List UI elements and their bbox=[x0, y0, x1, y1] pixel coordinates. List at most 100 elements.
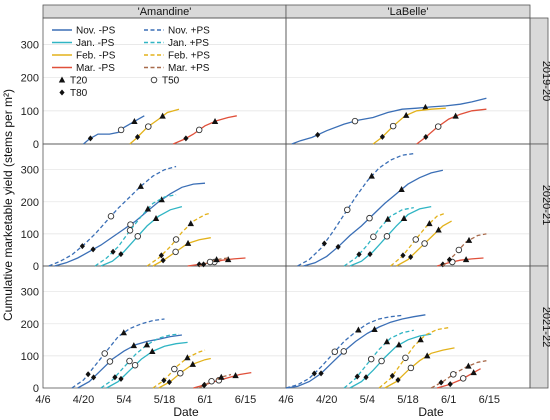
x-axis-title: Date bbox=[418, 405, 444, 419]
marker-t50 bbox=[378, 357, 385, 365]
legend-label: Feb. +PS bbox=[168, 51, 210, 62]
x-tick-label: 6/1 bbox=[441, 394, 456, 406]
marker-t50 bbox=[208, 378, 215, 385]
series-line bbox=[285, 314, 426, 389]
marker-t50 bbox=[134, 233, 141, 240]
marker-t50 bbox=[171, 365, 178, 373]
series-line bbox=[349, 333, 432, 389]
marker-t80 bbox=[201, 382, 207, 389]
marker-t50 bbox=[177, 369, 184, 377]
marker-t20 bbox=[368, 172, 375, 179]
series-line bbox=[297, 152, 414, 267]
marker-t20 bbox=[149, 348, 156, 355]
marker-t20 bbox=[232, 372, 239, 379]
series-line bbox=[129, 108, 180, 145]
marker-t50 bbox=[101, 350, 108, 357]
x-tick-label: 6/1 bbox=[197, 394, 212, 406]
row-strip-label: 2019-20 bbox=[540, 61, 550, 101]
series-line bbox=[291, 97, 487, 145]
marker-t80 bbox=[158, 252, 164, 259]
y-tick-label: 100 bbox=[21, 351, 39, 363]
marker-t20 bbox=[462, 256, 470, 263]
marker-t20 bbox=[184, 354, 191, 361]
y-tick-label: 0 bbox=[33, 261, 39, 273]
marker-t80 bbox=[79, 243, 85, 250]
y-axis-title: Cumulative marketable yield (stems per m… bbox=[1, 89, 15, 321]
row-strip-label: 2021-22 bbox=[540, 307, 550, 347]
marker-t80 bbox=[315, 131, 321, 138]
row-strip-label: 2020-21 bbox=[540, 185, 550, 225]
marker-t80 bbox=[354, 373, 360, 380]
marker-t80 bbox=[112, 374, 118, 381]
y-tick-label: 300 bbox=[21, 165, 39, 177]
marker-t80 bbox=[400, 252, 406, 259]
marker-t20 bbox=[224, 256, 232, 263]
marker-t80 bbox=[318, 370, 324, 377]
y-tick-label: 100 bbox=[21, 106, 39, 118]
series-line bbox=[77, 334, 182, 389]
series-line bbox=[442, 233, 487, 267]
marker-t80 bbox=[90, 374, 97, 381]
marker-t20 bbox=[383, 338, 391, 345]
marker-t50 bbox=[370, 233, 377, 241]
marker-t50 bbox=[344, 206, 351, 214]
y-tick-label: 200 bbox=[21, 319, 39, 331]
x-tick-label: 4/20 bbox=[73, 394, 94, 406]
marker-t20 bbox=[58, 76, 66, 83]
marker-t80 bbox=[367, 251, 373, 258]
marker-t20 bbox=[120, 329, 127, 336]
legend-label: Mar. +PS bbox=[168, 63, 210, 74]
marker-t80 bbox=[161, 377, 167, 384]
marker-t50 bbox=[450, 371, 457, 378]
x-tick-label: 5/18 bbox=[397, 394, 418, 406]
series-line bbox=[384, 347, 455, 389]
series-line bbox=[285, 314, 403, 389]
marker-t80 bbox=[379, 133, 385, 140]
marker-t20 bbox=[189, 360, 196, 367]
marker-t20 bbox=[143, 341, 151, 348]
series-line bbox=[106, 341, 188, 389]
marker-t20 bbox=[371, 325, 378, 332]
marker-t50 bbox=[351, 117, 359, 125]
series-line bbox=[378, 326, 449, 389]
marker-t50 bbox=[383, 233, 391, 240]
marker-t80 bbox=[134, 134, 141, 141]
marker-t80 bbox=[395, 376, 401, 383]
marker-t50 bbox=[412, 236, 419, 243]
series-line bbox=[303, 169, 444, 267]
y-tick-label: 200 bbox=[21, 197, 39, 209]
x-axis-title: Date bbox=[173, 405, 199, 419]
series-line bbox=[172, 115, 237, 145]
marker-t50 bbox=[172, 248, 179, 256]
y-tick-label: 300 bbox=[21, 40, 39, 52]
marker-t50 bbox=[206, 258, 214, 266]
marker-t20 bbox=[417, 336, 424, 343]
marker-t20 bbox=[465, 362, 472, 369]
series-line bbox=[146, 212, 211, 267]
legend-label: Nov. -PS bbox=[76, 26, 116, 37]
marker-t80 bbox=[118, 251, 124, 258]
marker-t80 bbox=[446, 256, 453, 263]
marker-t20 bbox=[158, 196, 165, 203]
marker-t20 bbox=[435, 226, 442, 233]
marker-t80 bbox=[408, 254, 414, 261]
marker-t20 bbox=[131, 117, 138, 124]
marker-t80 bbox=[160, 257, 166, 264]
marker-t20 bbox=[144, 205, 152, 212]
legend-label: Nov. +PS bbox=[168, 26, 210, 37]
marker-t80 bbox=[166, 379, 172, 386]
y-tick-label: 0 bbox=[33, 139, 39, 151]
marker-t20 bbox=[395, 341, 403, 348]
marker-t20 bbox=[213, 256, 220, 263]
legend-label: Feb. -PS bbox=[76, 51, 116, 62]
series-line bbox=[152, 349, 206, 389]
marker-t20 bbox=[422, 103, 429, 110]
series-line bbox=[390, 212, 447, 267]
marker-t50 bbox=[126, 227, 134, 234]
panel-frame bbox=[285, 143, 531, 267]
y-tick-label: 100 bbox=[21, 229, 39, 241]
x-tick-label: 4/20 bbox=[316, 394, 337, 406]
series-line bbox=[100, 205, 183, 267]
